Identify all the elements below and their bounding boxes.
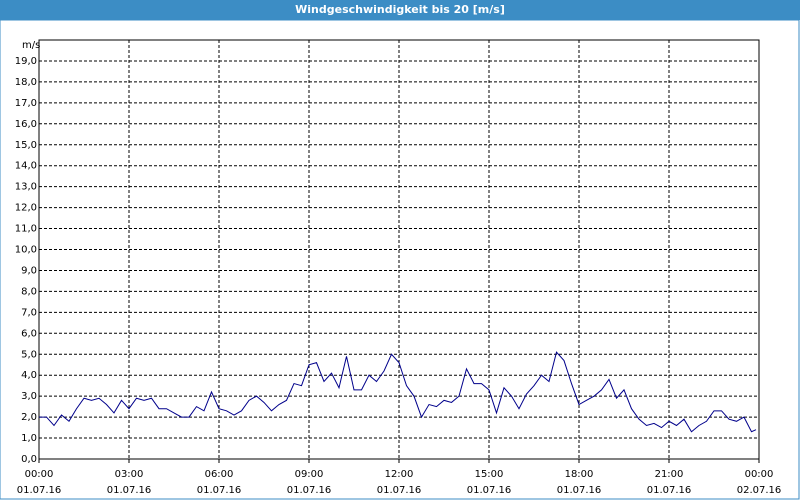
y-tick-label: 18,0 (15, 77, 37, 88)
y-tick-label: 12,0 (15, 203, 37, 214)
x-tick-label: 01.07.16 (17, 485, 62, 496)
y-tick-label: 1,0 (21, 433, 37, 444)
data-line (39, 351, 757, 433)
frame (0, 19, 800, 500)
x-tick-label: 09:00 (295, 469, 324, 480)
y-tick-label: 2,0 (21, 412, 37, 423)
x-tick-label: 01.07.16 (557, 485, 602, 496)
x-tick-label: 02.07.16 (737, 485, 782, 496)
x-tick-label: 18:00 (565, 469, 594, 480)
y-tick-label: 15,0 (15, 140, 37, 151)
y-tick-label: 17,0 (15, 98, 37, 109)
y-tick-label: 8,0 (21, 286, 37, 297)
y-tick-label: 0,0 (21, 454, 37, 465)
y-tick-label: 16,0 (15, 119, 37, 130)
chart-title: Windgeschwindigkeit bis 20 [m/s] (0, 0, 800, 20)
x-tick-label: 00:00 (745, 469, 774, 480)
y-tick-label: 13,0 (15, 182, 37, 193)
x-tick-label: 01.07.16 (197, 485, 242, 496)
x-tick-label: 01.07.16 (107, 485, 152, 496)
x-tick-label: 15:00 (475, 469, 504, 480)
y-tick-label: 7,0 (21, 307, 37, 318)
y-tick-label: 9,0 (21, 265, 37, 276)
y-tick-label: 3,0 (21, 391, 37, 402)
y-tick-label: 14,0 (15, 161, 37, 172)
x-tick-label: 01.07.16 (467, 485, 512, 496)
x-tick-label: 03:00 (115, 469, 144, 480)
y-tick-label: 6,0 (21, 328, 37, 339)
x-tick-label: 06:00 (205, 469, 234, 480)
x-tick-label: 12:00 (385, 469, 414, 480)
x-tick-label: 00:00 (25, 469, 54, 480)
plot-border (38, 39, 760, 460)
y-tick-label: 19,0 (15, 56, 37, 67)
x-tick-label: 01.07.16 (287, 485, 332, 496)
y-tick-label: 5,0 (21, 349, 37, 360)
x-tick-label: 01.07.16 (377, 485, 422, 496)
x-tick-label: 01.07.16 (647, 485, 692, 496)
y-tick-label: 11,0 (15, 224, 37, 235)
x-tick-label: 21:00 (655, 469, 684, 480)
y-tick-label: 4,0 (21, 370, 37, 381)
y-axis-label: m/s (22, 40, 40, 51)
y-tick-label: 10,0 (15, 245, 37, 256)
